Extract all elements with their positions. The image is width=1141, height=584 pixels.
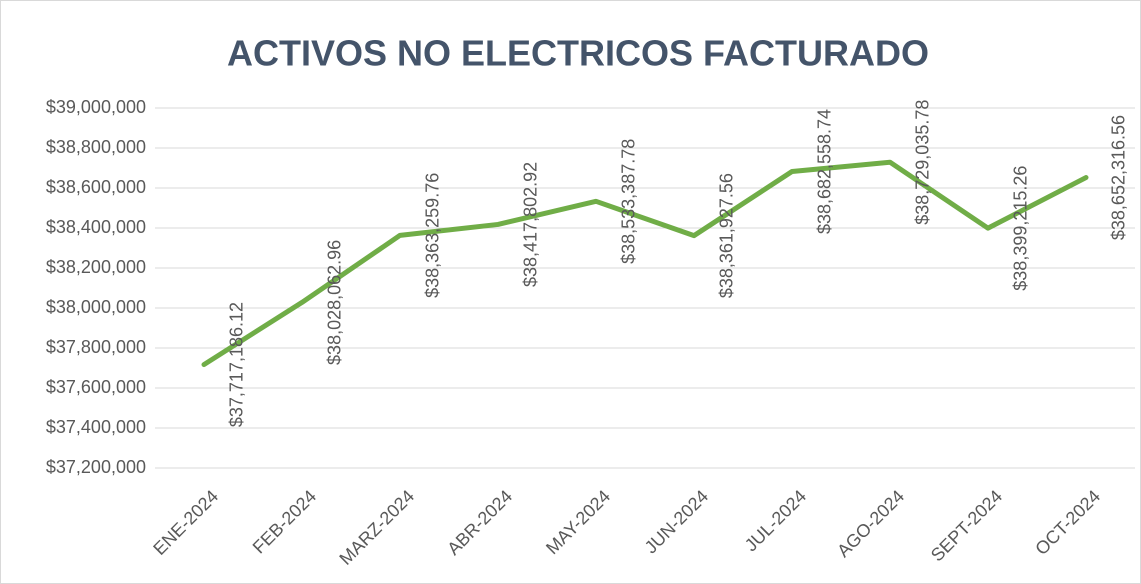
y-tick-label: $38,200,000 — [46, 257, 146, 277]
data-label: $38,729,035.78 — [913, 100, 933, 225]
y-tick-label: $37,600,000 — [46, 377, 146, 397]
line — [201, 159, 1089, 368]
data-label: $38,682,558.74 — [815, 109, 835, 234]
y-tick-label: $37,400,000 — [46, 417, 146, 437]
data-label: $38,361,927.56 — [717, 173, 737, 298]
data-label: $38,399,215.26 — [1011, 166, 1031, 291]
data-label: $37,717,186.12 — [227, 302, 247, 427]
y-tick-label: $38,400,000 — [46, 217, 146, 237]
data-label: $38,028,062.96 — [325, 240, 345, 365]
y-tick-label: $37,800,000 — [46, 337, 146, 357]
data-label: $38,363,259.76 — [423, 173, 443, 298]
data-label: $38,533,387.78 — [619, 139, 639, 264]
y-tick-label: $37,200,000 — [46, 457, 146, 477]
y-tick-label: $38,800,000 — [46, 137, 146, 157]
data-label: $38,417,802.92 — [521, 162, 541, 287]
y-tick-label: $38,600,000 — [46, 177, 146, 197]
chart-title: ACTIVOS NO ELECTRICOS FACTURADO — [227, 33, 929, 74]
data-label: $38,652,316.56 — [1109, 115, 1129, 240]
y-tick-label: $38,000,000 — [46, 297, 146, 317]
y-tick-label: $39,000,000 — [46, 97, 146, 117]
